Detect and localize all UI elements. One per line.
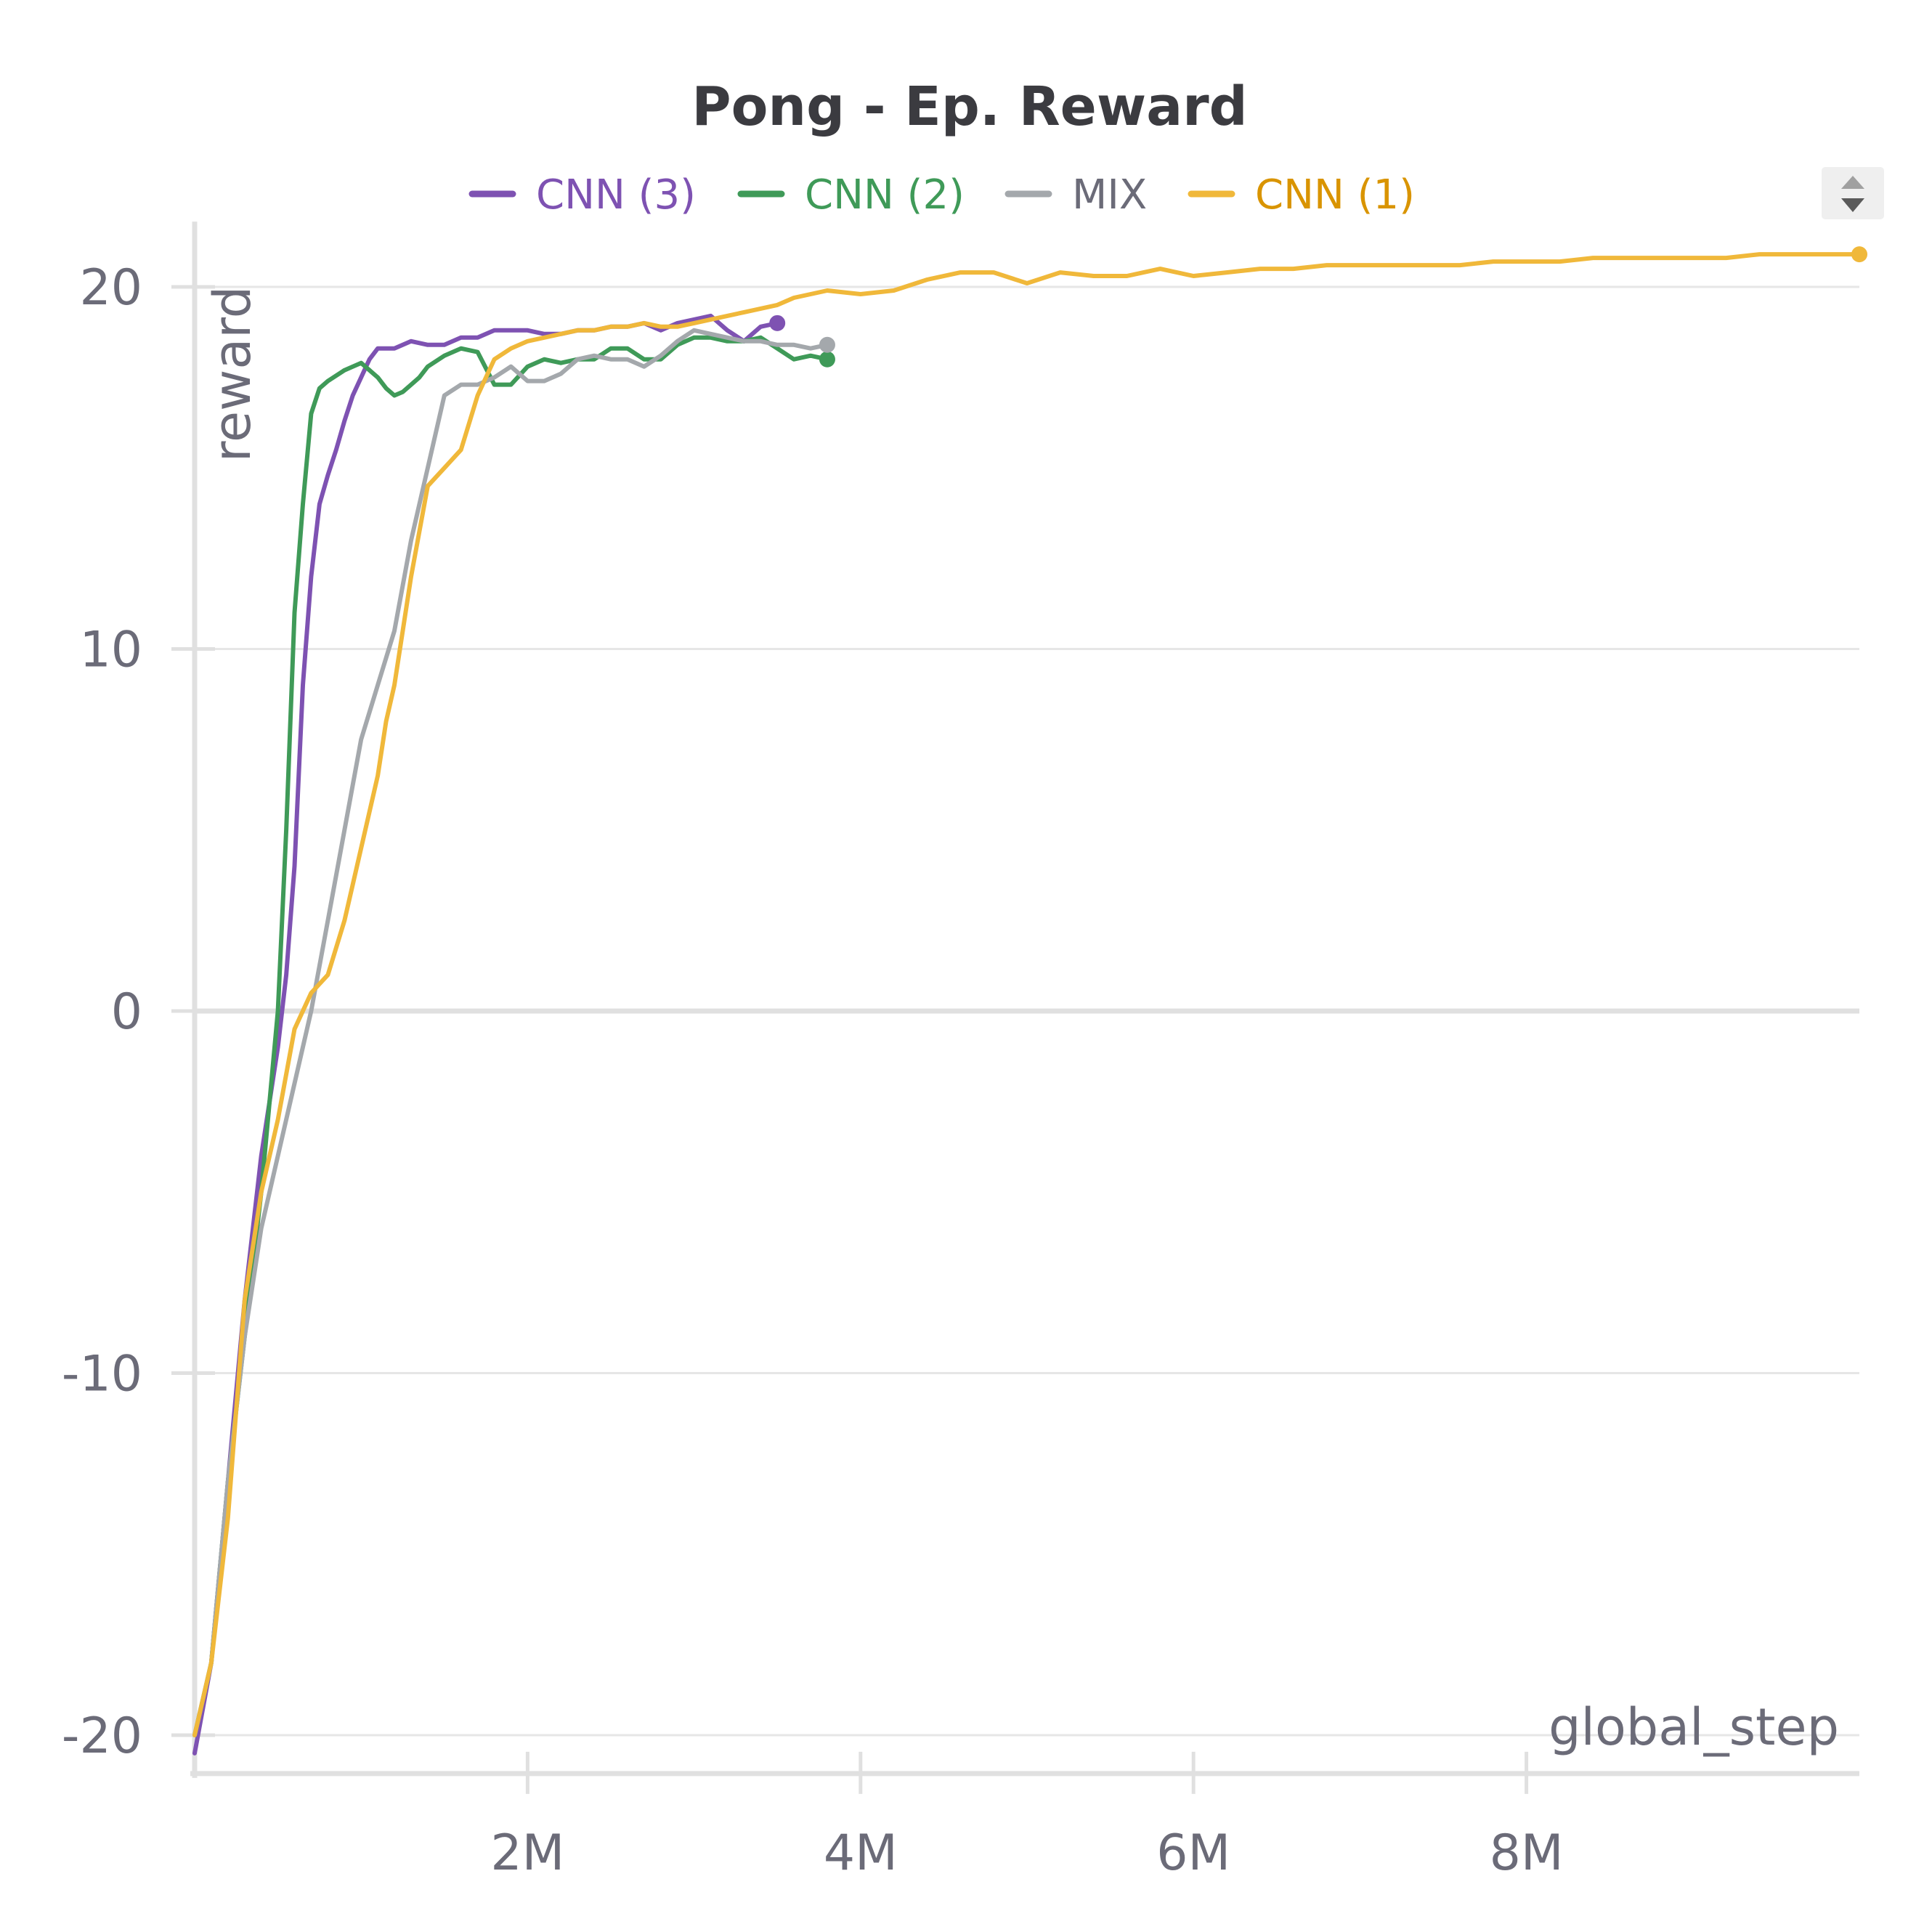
x-tick-label: 6M — [1156, 1825, 1230, 1882]
series-line-1 — [192, 335, 829, 1737]
y-tick-label: -10 — [62, 1346, 142, 1403]
x-tick-label: 8M — [1490, 1825, 1564, 1882]
sort-control-background[interactable] — [1822, 167, 1884, 219]
chart-title: Pong - Ep. Reward — [691, 76, 1247, 138]
y-tick-label: 0 — [111, 983, 142, 1041]
x-axis-title: global_step — [1549, 1697, 1839, 1757]
series-end-point-1 — [819, 351, 835, 368]
x-tick-label: 2M — [490, 1825, 564, 1882]
legend-label: CNN (3) — [536, 171, 696, 219]
y-tick-label: 10 — [79, 622, 142, 679]
legend-label: MIX — [1072, 171, 1147, 219]
series-end-point-3 — [1851, 246, 1867, 263]
y-axis-title: reward — [203, 286, 262, 462]
gridlines — [195, 285, 1859, 1737]
y-tick-label: 20 — [79, 259, 142, 317]
series-line-2 — [192, 328, 829, 1737]
series-end-point-2 — [819, 336, 835, 353]
series-lines — [192, 246, 1867, 1756]
series-end-point-0 — [769, 314, 786, 331]
y-axis-ticks: 20 10 0 -10 -20 — [62, 259, 215, 1765]
axes — [190, 222, 1859, 1778]
y-tick-label: -20 — [62, 1708, 142, 1765]
legend-item-2[interactable]: MIX — [1004, 171, 1147, 219]
sort-control[interactable] — [1822, 167, 1884, 219]
legend-item-1[interactable]: CNN (2) — [737, 171, 965, 219]
series-line-3 — [192, 252, 1862, 1737]
legend-label: CNN (2) — [805, 171, 965, 219]
x-tick-label: 4M — [824, 1825, 898, 1882]
sort-up-down-icon[interactable] — [1841, 176, 1864, 212]
legend-label: CNN (1) — [1255, 171, 1415, 219]
series-line-0 — [192, 313, 780, 1756]
x-axis-ticks: 2M 4M 6M 8M — [490, 1751, 1564, 1882]
legend: CNN (3) CNN (2) MIX CNN (1) — [468, 171, 1415, 219]
legend-item-3[interactable]: CNN (1) — [1188, 171, 1415, 219]
legend-item-0[interactable]: CNN (3) — [468, 171, 696, 219]
